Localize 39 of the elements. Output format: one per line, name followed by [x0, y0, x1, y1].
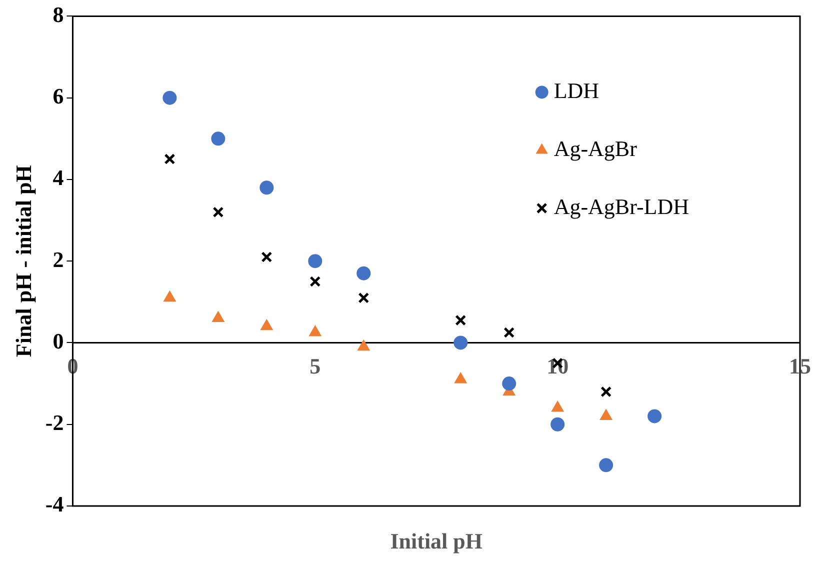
- point: [212, 206, 224, 218]
- y-tick-label: 6: [52, 84, 64, 109]
- legend-label: LDH: [554, 78, 600, 103]
- point: [454, 336, 468, 350]
- point: [600, 386, 612, 398]
- point: [502, 376, 516, 391]
- point: [308, 254, 322, 268]
- legend-label: Ag-AgBr: [554, 136, 638, 161]
- point: [310, 276, 321, 287]
- legend-label: Ag-AgBr-LDH: [554, 194, 690, 219]
- y-tick-label: -2: [45, 410, 64, 436]
- point: [504, 327, 515, 338]
- point: [309, 326, 322, 336]
- point: [212, 311, 224, 322]
- y-tick-label: -4: [45, 492, 64, 517]
- y-tick-label: 2: [52, 246, 64, 272]
- point: [356, 266, 371, 280]
- point: [261, 252, 272, 263]
- y-tick-label: 8: [52, 2, 64, 27]
- x-tick-label: 5: [310, 354, 321, 379]
- point: [648, 409, 662, 424]
- point: [260, 180, 274, 195]
- y-tick-label: 4: [52, 165, 64, 190]
- x-axis-title: Initial pH: [390, 528, 483, 554]
- point: [358, 340, 370, 351]
- point: [164, 290, 176, 302]
- point: [260, 319, 273, 330]
- point: [454, 372, 467, 384]
- point: [211, 132, 226, 146]
- y-axis-title: Final pH - initial pH: [10, 165, 36, 358]
- point: [600, 409, 612, 420]
- point: [599, 458, 614, 472]
- point: [164, 154, 176, 165]
- point: [551, 401, 564, 412]
- point: [455, 314, 466, 326]
- y-tick-label: 0: [52, 328, 64, 354]
- point: [162, 90, 177, 105]
- point: [550, 417, 565, 432]
- point: [358, 292, 370, 304]
